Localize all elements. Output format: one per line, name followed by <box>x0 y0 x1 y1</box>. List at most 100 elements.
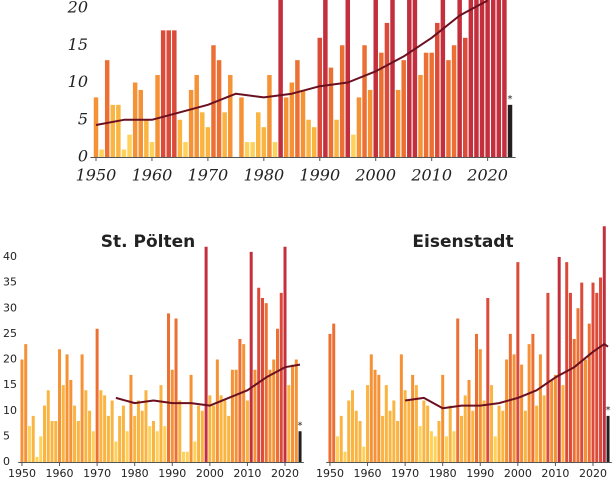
bar <box>279 292 283 462</box>
panel <box>93 0 513 158</box>
bar <box>93 97 99 157</box>
bar <box>200 112 205 157</box>
bar <box>223 400 227 462</box>
bar <box>595 292 599 462</box>
x-tick-label: 2000 <box>354 166 396 185</box>
moving-average-line <box>95 0 489 126</box>
bar <box>335 436 339 462</box>
bar <box>144 390 148 462</box>
bar <box>172 30 177 158</box>
bar <box>264 303 268 462</box>
bar <box>140 410 144 462</box>
bar <box>456 318 460 462</box>
bar <box>84 390 88 462</box>
x-tick-label: 1990 <box>299 166 340 185</box>
bar <box>91 431 95 462</box>
bar <box>114 441 118 462</box>
bar <box>58 349 62 462</box>
bar <box>182 451 186 462</box>
bar <box>183 142 188 157</box>
bar <box>234 369 238 462</box>
bar <box>193 441 197 462</box>
bar <box>155 431 159 462</box>
bar <box>300 89 306 157</box>
bar <box>379 52 384 158</box>
bar <box>557 257 561 462</box>
y-tick-label: 5 <box>3 429 10 442</box>
bar <box>238 339 242 462</box>
bar <box>356 97 362 157</box>
bar <box>414 385 418 462</box>
bar <box>401 60 406 157</box>
bar <box>272 359 276 462</box>
bar <box>486 298 490 462</box>
bar <box>268 369 272 462</box>
bar <box>222 112 227 157</box>
bar <box>429 431 433 462</box>
bar <box>256 112 261 157</box>
bar <box>298 431 302 462</box>
bar <box>339 45 345 157</box>
x-tick-label: 1960 <box>132 166 173 185</box>
x-tick-label: 1970 <box>83 467 111 480</box>
bar <box>490 0 496 157</box>
bar <box>523 410 527 462</box>
panel <box>328 226 610 462</box>
bar <box>505 359 509 462</box>
bar <box>283 97 289 157</box>
bar <box>441 374 445 462</box>
y-tick-label: 15 <box>68 35 88 54</box>
bar <box>242 344 246 462</box>
x-tick-label: 2000 <box>196 467 224 480</box>
x-tick-label: 1970 <box>391 467 419 480</box>
bar <box>151 421 155 462</box>
bar <box>177 119 183 157</box>
y-tick-label: 20 <box>67 0 88 17</box>
bar <box>27 426 31 462</box>
bar <box>527 344 531 462</box>
bar <box>99 390 103 462</box>
bar <box>407 0 412 157</box>
y-tick-label: 25 <box>3 327 17 340</box>
bar <box>468 0 474 158</box>
x-tick-label: 1990 <box>466 467 494 480</box>
bar <box>395 89 401 157</box>
bar <box>396 421 400 462</box>
bar <box>599 277 603 462</box>
bar <box>459 415 463 462</box>
bar <box>377 374 381 462</box>
bar <box>373 369 377 462</box>
bar <box>144 119 149 157</box>
bar <box>345 0 350 158</box>
bar <box>31 415 35 462</box>
bar <box>110 400 114 462</box>
panel-title: St. Pölten <box>101 232 195 252</box>
bar <box>457 0 462 157</box>
bar <box>426 405 430 462</box>
bar <box>373 0 378 157</box>
y-tick-label: 0 <box>3 455 10 468</box>
bar <box>496 0 502 157</box>
bar <box>516 262 520 462</box>
bar <box>485 0 490 158</box>
bar <box>239 97 244 157</box>
bar <box>412 0 418 157</box>
bar <box>463 395 467 462</box>
y-tick-label: 15 <box>3 378 17 391</box>
bar <box>407 400 411 462</box>
bar <box>542 395 546 462</box>
x-tick-label: 2010 <box>541 467 569 480</box>
bar <box>110 104 116 157</box>
y-tick-label: 5 <box>78 109 88 128</box>
bar <box>501 410 505 462</box>
bar <box>61 385 65 462</box>
bar <box>138 89 143 157</box>
bar <box>508 333 512 462</box>
bar <box>167 313 171 462</box>
bar <box>200 410 204 462</box>
bar <box>197 405 201 462</box>
bar <box>291 364 295 462</box>
bar <box>440 0 446 157</box>
bar <box>366 385 370 462</box>
bar <box>283 246 287 462</box>
